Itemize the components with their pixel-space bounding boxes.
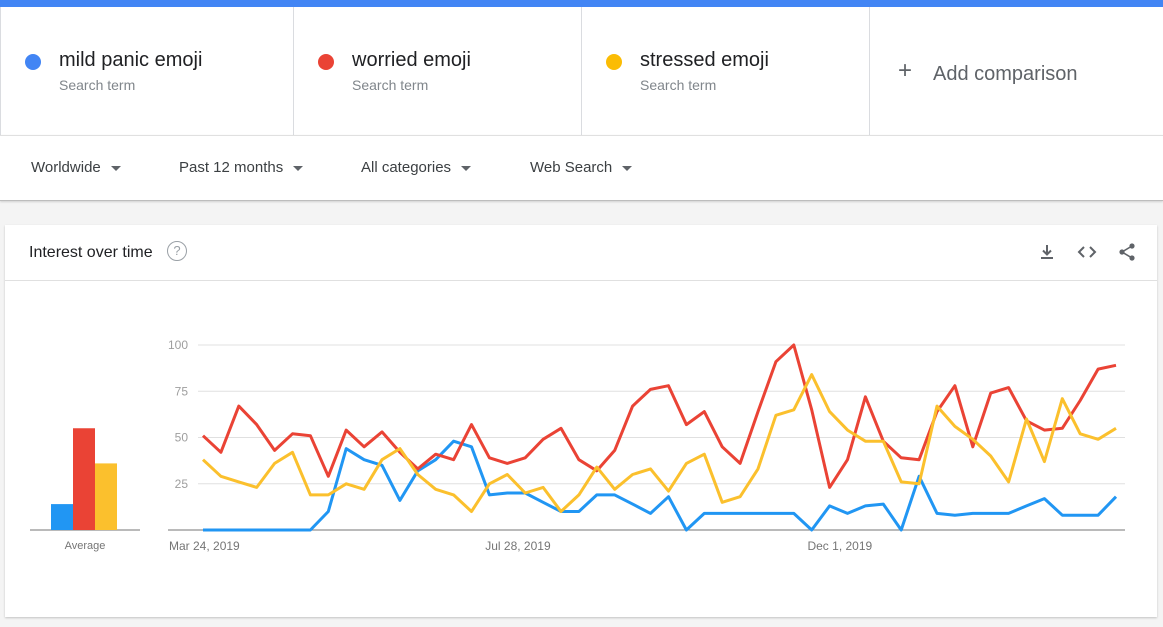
top-accent-bar: [0, 0, 1163, 7]
category-dropdown[interactable]: All categories: [361, 159, 472, 176]
term-name[interactable]: mild panic emoji: [59, 49, 203, 71]
search-property-dropdown[interactable]: Web Search: [530, 159, 633, 176]
term-type: Search term: [640, 77, 717, 93]
x-tick-label: Dec 1, 2019: [807, 539, 872, 553]
card-title: Interest over time: [29, 244, 153, 261]
term-card-3[interactable]: stressed emoji Search term: [582, 7, 870, 135]
comparison-terms: mild panic emoji Search term worried emo…: [0, 7, 1163, 135]
y-tick-label: 25: [175, 477, 189, 491]
caret-down-icon: [110, 165, 121, 171]
series-line-stressed-emoji: [201, 373, 1117, 513]
interest-chart: 100 75 50 25 Mar 24, 2019 Jul 28, 2019 Dec 1, …: [30, 338, 1125, 553]
region-dropdown[interactable]: Worldwide: [31, 159, 121, 176]
series-line-worried-emoji: [201, 343, 1117, 489]
add-comparison-label: Add comparison: [933, 63, 1078, 85]
term-name[interactable]: stressed emoji: [640, 49, 769, 71]
y-tick-label: 100: [168, 338, 188, 352]
caret-down-icon: [461, 165, 472, 171]
embed-code-icon[interactable]: [1076, 242, 1098, 264]
average-bar-1: [51, 504, 73, 530]
caret-down-icon: [293, 165, 304, 171]
interest-over-time-card: Interest over time ? 100 75 50 25 Mar 24, 20…: [5, 225, 1157, 617]
caret-down-icon: [622, 165, 633, 171]
download-icon[interactable]: [1036, 242, 1058, 264]
plus-icon: +: [898, 57, 913, 84]
add-comparison-button[interactable]: + Add comparison: [870, 7, 1163, 135]
time-range-label: Past 12 months: [179, 159, 284, 176]
average-bar-3: [95, 463, 117, 530]
term-type: Search term: [352, 77, 429, 93]
term-name[interactable]: worried emoji: [352, 49, 471, 71]
y-tick-label: 75: [175, 384, 189, 398]
average-bar-2: [73, 428, 95, 530]
term-card-1[interactable]: mild panic emoji Search term: [0, 7, 294, 135]
category-label: All categories: [361, 159, 452, 176]
card-header: Interest over time ?: [5, 225, 1157, 281]
question-icon[interactable]: ?: [167, 241, 187, 261]
term-color-dot: [25, 54, 41, 70]
search-property-label: Web Search: [530, 159, 613, 176]
filter-bar: Worldwide Past 12 months All categories …: [0, 135, 1163, 201]
term-color-dot: [318, 54, 334, 70]
y-tick-label: 50: [175, 431, 189, 445]
region-label: Worldwide: [31, 159, 101, 176]
average-label: Average: [65, 540, 106, 552]
x-tick-label: Jul 28, 2019: [485, 539, 551, 553]
term-color-dot: [606, 54, 622, 70]
series-line-mild-panic-emoji: [203, 439, 1118, 532]
time-range-dropdown[interactable]: Past 12 months: [179, 159, 304, 176]
term-card-2[interactable]: worried emoji Search term: [294, 7, 582, 135]
term-type: Search term: [59, 77, 136, 93]
share-icon[interactable]: [1116, 242, 1138, 264]
x-tick-label: Mar 24, 2019: [169, 539, 240, 553]
